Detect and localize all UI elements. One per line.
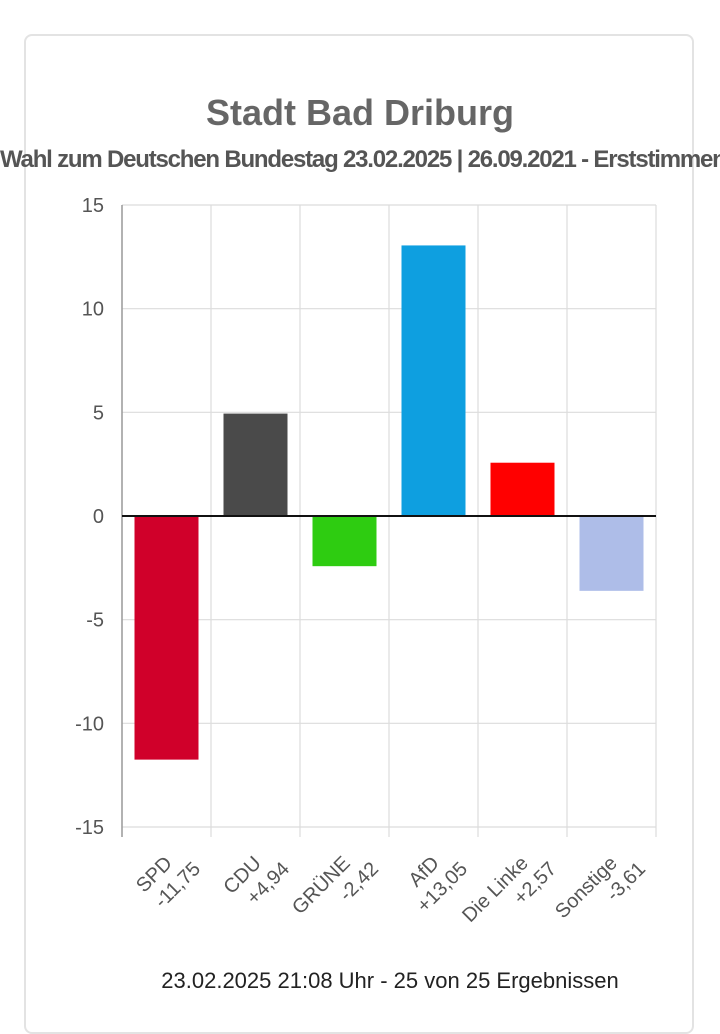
x-tick-label: Die Linke+2,57 <box>458 841 561 944</box>
bar-die-linke <box>490 462 555 516</box>
x-tick-label: SPD-11,75 <box>132 841 205 914</box>
y-tick-label: -5 <box>86 610 104 632</box>
bar-cdu <box>223 413 288 516</box>
bar-spd <box>134 516 199 760</box>
results-footer: 23.02.2025 21:08 Uhr - 25 von 25 Ergebni… <box>161 968 619 993</box>
y-tick-label: 5 <box>93 402 104 424</box>
y-tick-label: 10 <box>82 299 104 321</box>
chart-title: Stadt Bad Driburg <box>205 92 514 133</box>
x-tick-label: GRÜNE-2,42 <box>288 841 383 936</box>
bar-grüne <box>312 516 377 567</box>
chart-subtitle: Wahl zum Deutschen Bundestag 23.02.2025 … <box>0 146 720 173</box>
bar-afd <box>401 245 466 516</box>
bar-sonstige <box>579 516 644 591</box>
y-tick-label: -15 <box>75 817 104 839</box>
y-tick-label: -10 <box>75 713 104 735</box>
y-tick-label: 0 <box>93 506 104 528</box>
x-tick-label: AfD+13,05 <box>396 841 472 917</box>
x-tick-label: Sonstige-3,61 <box>551 841 650 940</box>
y-tick-label: 15 <box>82 195 104 217</box>
x-tick-label: CDU+4,94 <box>220 841 294 915</box>
